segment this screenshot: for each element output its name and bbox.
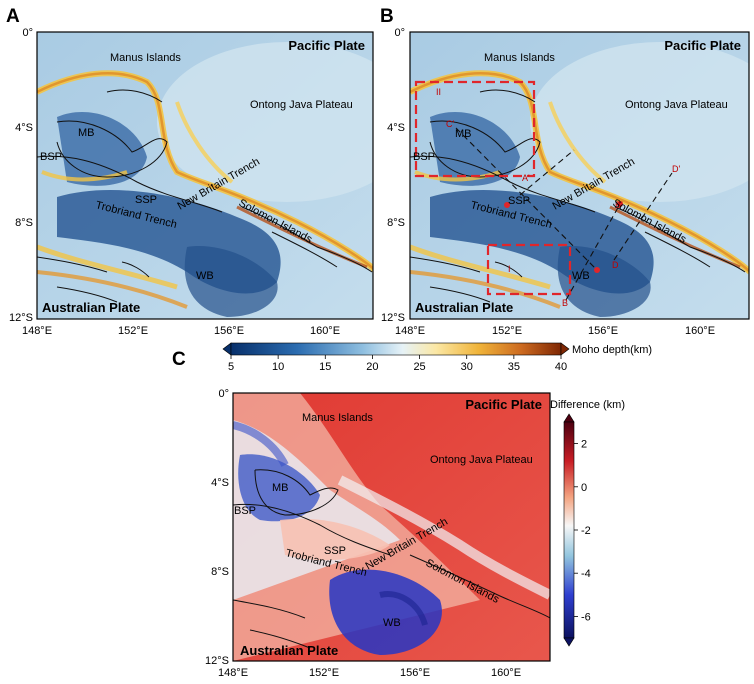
panel-letter-b: B xyxy=(380,6,394,27)
label-pacific-plate-b: Pacific Plate xyxy=(664,38,741,53)
ytick-b-3: 12°S xyxy=(381,312,405,324)
label-mb-c: MB xyxy=(272,482,289,494)
profile-label-a2: A' xyxy=(522,173,530,183)
moho-tick-label: 10 xyxy=(272,361,284,373)
xtick-a-1: 152°E xyxy=(118,325,148,337)
label-australian-plate-c: Australian Plate xyxy=(240,643,338,658)
profile-line-c xyxy=(455,127,598,271)
label-ontong-a: Ontong Java Plateau xyxy=(250,99,353,111)
label-ontong-b: Ontong Java Plateau xyxy=(625,99,728,111)
profile-line-a xyxy=(519,149,575,196)
label-pacific-plate-c: Pacific Plate xyxy=(465,397,542,412)
ytick-a-3: 12°S xyxy=(9,312,33,324)
profile-label-c: C' xyxy=(446,119,454,129)
label-ssp-c: SSP xyxy=(324,545,346,557)
panel-c: C 5 10 15 20 25 30 35 40 Moho depth(km) xyxy=(172,342,652,679)
label-bsp-b: BSP xyxy=(413,151,435,163)
label-wb-c: WB xyxy=(383,617,401,629)
region-box-ii xyxy=(414,80,536,178)
label-manus-a: Manus Islands xyxy=(110,52,181,64)
label-mb-a: MB xyxy=(78,127,95,139)
profile-label-b: B xyxy=(562,298,568,308)
xtick-c-0: 148°E xyxy=(218,667,248,679)
label-mb-b: MB xyxy=(455,128,472,140)
xtick-c-2: 156°E xyxy=(400,667,430,679)
ytick-c-1: 4°S xyxy=(211,477,229,489)
label-wb-b: WB xyxy=(572,270,590,282)
label-australian-plate-a: Australian Plate xyxy=(42,300,140,315)
label-ontong-c: Ontong Java Plateau xyxy=(430,454,533,466)
ytick-b-2: 8°S xyxy=(387,217,405,229)
moho-colorbar-label: Moho depth(km) xyxy=(572,344,652,356)
label-pacific-plate-a: Pacific Plate xyxy=(288,38,365,53)
profile-label-d: D xyxy=(612,260,619,270)
map-c-frame xyxy=(232,392,551,662)
panel-a: A 0° 4°S 8°S 12°S 148°E 152°E 156°E 160°… xyxy=(6,6,374,337)
region-box-i xyxy=(486,243,572,296)
profile-line-b xyxy=(565,203,621,301)
ytick-a-0: 0° xyxy=(22,27,33,39)
xtick-a-2: 156°E xyxy=(214,325,244,337)
diff-colorbar-label: Difference (km) xyxy=(550,399,625,411)
diff-tick-label: -6 xyxy=(581,611,591,623)
moho-tick-label: 40 xyxy=(555,361,567,373)
label-bsp-c: BSP xyxy=(234,505,256,517)
ytick-c-2: 8°S xyxy=(211,566,229,578)
profile-label-d2: D' xyxy=(672,164,680,174)
ytick-b-1: 4°S xyxy=(387,122,405,134)
moho-tick-label: 20 xyxy=(366,361,378,373)
label-bsp-a: BSP xyxy=(40,151,62,163)
xtick-b-0: 148°E xyxy=(395,325,425,337)
label-manus-c: Manus Islands xyxy=(302,412,373,424)
panel-b: B 0° 4°S 8°S 12°S 148°E 152°E 156°E 160°… xyxy=(380,6,750,337)
moho-tick-label: 25 xyxy=(413,361,425,373)
region-label-i: I xyxy=(508,264,511,274)
xtick-b-1: 152°E xyxy=(492,325,522,337)
xtick-c-3: 160°E xyxy=(491,667,521,679)
colorbar-difference: Difference (km) 2 0 -2 -4 -6 xyxy=(550,399,625,647)
ytick-c-3: 12°S xyxy=(205,655,229,667)
map-b-frame xyxy=(409,31,750,320)
label-ssp-b: SSP xyxy=(508,195,530,207)
moho-tick-label: 30 xyxy=(461,361,473,373)
diff-tick-label: 2 xyxy=(581,439,587,451)
xtick-b-3: 160°E xyxy=(685,325,715,337)
profile-label-b2: B' xyxy=(615,200,623,210)
ytick-a-2: 8°S xyxy=(15,217,33,229)
ytick-c-0: 0° xyxy=(218,388,229,400)
map-c xyxy=(233,393,550,661)
profile-point-3 xyxy=(617,201,623,207)
colorbar-moho: 5 10 15 20 25 30 35 40 Moho depth(km) xyxy=(222,342,652,373)
map-a-frame xyxy=(36,31,374,320)
xtick-c-1: 152°E xyxy=(309,667,339,679)
panel-letter-c: C xyxy=(172,349,186,370)
diff-tick-label: -2 xyxy=(581,525,591,537)
panel-letter-a: A xyxy=(6,6,20,27)
ytick-a-1: 4°S xyxy=(15,122,33,134)
profile-point-1 xyxy=(504,202,510,208)
label-australian-plate-b: Australian Plate xyxy=(415,300,513,315)
label-wb-a: WB xyxy=(196,270,214,282)
label-manus-b: Manus Islands xyxy=(484,52,555,64)
diff-tick-label: -4 xyxy=(581,568,591,580)
xtick-a-3: 160°E xyxy=(310,325,340,337)
profile-line-d xyxy=(613,172,673,261)
xtick-b-2: 156°E xyxy=(588,325,618,337)
moho-tick-label: 35 xyxy=(508,361,520,373)
label-ssp-a: SSP xyxy=(135,194,157,206)
diff-tick-label: 0 xyxy=(581,482,587,494)
region-label-ii: II xyxy=(436,87,441,97)
profile-point-2 xyxy=(594,267,600,273)
xtick-a-0: 148°E xyxy=(22,325,52,337)
moho-tick-label: 5 xyxy=(228,361,234,373)
moho-tick-label: 15 xyxy=(319,361,331,373)
ytick-b-0: 0° xyxy=(394,27,405,39)
